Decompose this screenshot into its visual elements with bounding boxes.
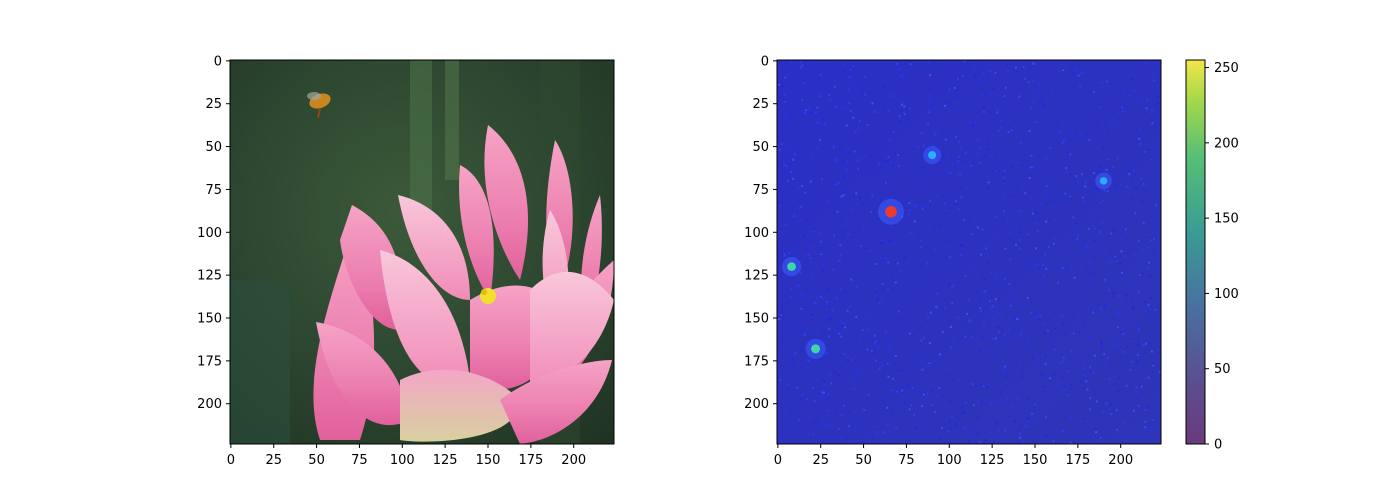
right-x-tick-label: 175 [1065, 453, 1090, 468]
left-y-tick-label: 25 [205, 97, 222, 112]
left-y-tick-label: 75 [205, 183, 222, 198]
left-x-tick-label: 50 [308, 453, 325, 468]
left-y-tick-label: 175 [197, 354, 222, 369]
right-x-ticks: 0 25 50 75 100 125 150 175 200 [774, 444, 1133, 468]
right-x-tick-label: 75 [898, 453, 915, 468]
colorbar-tick-label: 50 [1214, 362, 1231, 377]
right-x-tick-label: 125 [980, 453, 1005, 468]
colorbar-tick-label: 250 [1214, 61, 1239, 76]
right-y-tick-label: 75 [752, 183, 769, 198]
left-x-tick-label: 125 [433, 453, 458, 468]
heatmap-image [777, 60, 1161, 444]
right-x-tick-label: 50 [855, 453, 872, 468]
right-y-ticks: 0 25 50 75 100 125 150 175 200 [744, 54, 777, 412]
left-x-tick-label: 0 [227, 453, 235, 468]
left-y-tick-label: 150 [197, 312, 222, 327]
left-x-tick-label: 100 [390, 453, 415, 468]
left-y-tick-label: 50 [205, 140, 222, 155]
heatmap-hotspot-core [928, 151, 937, 160]
right-y-tick-label: 175 [744, 354, 769, 369]
left-frame [229, 59, 615, 445]
left-x-tick-label: 25 [265, 453, 282, 468]
right-y-tick-label: 25 [752, 97, 769, 112]
lotus-photo [230, 60, 614, 444]
left-x-tick-label: 75 [351, 453, 368, 468]
left-x-ticks: 0 25 50 75 100 125 150 175 200 [227, 444, 586, 468]
right-y-tick-label: 50 [752, 140, 769, 155]
heatmap-hotspot-core [811, 344, 821, 354]
left-y-ticks: 0 25 50 75 100 125 150 175 200 [197, 54, 230, 412]
colorbar-gradient [1186, 60, 1205, 444]
colorbar-tick-label: 100 [1214, 287, 1239, 302]
left-axes: 0 25 50 75 100 125 150 175 200 0 25 50 75 100 125 150 1… [197, 54, 615, 468]
left-x-tick-label: 150 [476, 453, 501, 468]
left-x-tick-label: 175 [518, 453, 543, 468]
colorbar-tick-label: 200 [1214, 136, 1239, 151]
left-y-tick-label: 200 [197, 397, 222, 412]
colorbar-ticks: 0 50 100 150 200 250 [1205, 61, 1239, 453]
right-frame [776, 59, 1162, 445]
left-y-tick-label: 0 [214, 54, 222, 69]
right-axes: 0 25 50 75 100 125 150 175 200 0 25 50 75 100 125 150 1… [744, 54, 1162, 468]
right-y-tick-label: 100 [744, 226, 769, 241]
right-y-tick-label: 150 [744, 312, 769, 327]
right-y-tick-label: 0 [761, 54, 769, 69]
colorbar-frame [1185, 59, 1206, 445]
lotus-flower [313, 125, 614, 444]
left-x-tick-label: 200 [561, 453, 586, 468]
heatmap-hotspot-core [787, 262, 796, 271]
left-y-tick-label: 125 [197, 269, 222, 284]
right-y-tick-label: 200 [744, 397, 769, 412]
colorbar: 0 50 100 150 200 250 [1185, 59, 1239, 453]
right-x-tick-label: 200 [1108, 453, 1133, 468]
right-x-tick-label: 25 [812, 453, 829, 468]
heatmap-hotspot-core [885, 205, 897, 218]
right-x-tick-label: 150 [1023, 453, 1048, 468]
bee-image [307, 92, 331, 119]
left-y-tick-label: 100 [197, 226, 222, 241]
colorbar-tick-label: 150 [1214, 212, 1239, 227]
right-y-tick-label: 125 [744, 269, 769, 284]
right-x-tick-label: 0 [774, 453, 782, 468]
heatmap-hotspot-core [1099, 177, 1108, 185]
right-x-tick-label: 100 [937, 453, 962, 468]
colorbar-tick-label: 0 [1214, 438, 1222, 453]
